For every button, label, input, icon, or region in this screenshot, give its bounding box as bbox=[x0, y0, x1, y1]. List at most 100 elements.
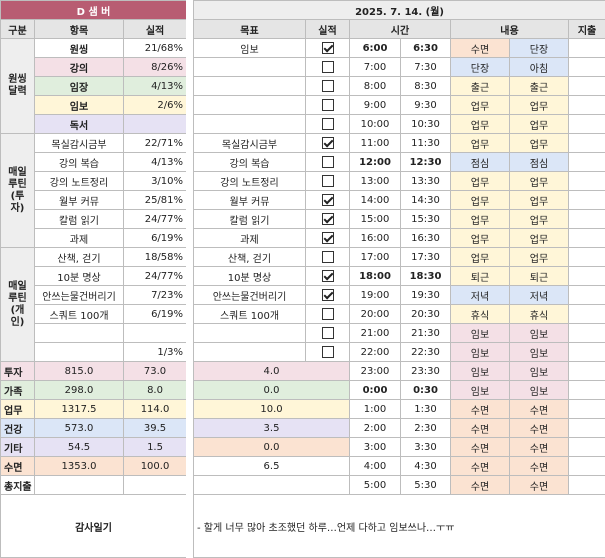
checkbox-checked[interactable] bbox=[321, 213, 334, 225]
content-cell[interactable]: 업무 bbox=[509, 95, 569, 115]
result-cell[interactable] bbox=[122, 114, 188, 134]
goal-cell[interactable]: 6.5 bbox=[193, 456, 350, 476]
time-cell[interactable]: 19:00 bbox=[349, 285, 401, 305]
checkbox-unchecked[interactable] bbox=[321, 308, 334, 320]
item-cell[interactable]: 원씽 bbox=[34, 38, 124, 58]
checkbox-unchecked[interactable] bbox=[321, 251, 334, 263]
content-cell[interactable]: 저녁 bbox=[509, 285, 569, 305]
time-cell[interactable]: 17:00 bbox=[349, 247, 401, 267]
expense-cell[interactable] bbox=[567, 380, 605, 400]
time-cell[interactable]: 2:00 bbox=[349, 418, 401, 438]
expense-cell[interactable] bbox=[567, 38, 605, 58]
content-cell[interactable]: 업무 bbox=[450, 228, 510, 248]
goal-cell[interactable]: 강의 복습 bbox=[193, 152, 306, 172]
expense-cell[interactable] bbox=[567, 304, 605, 324]
summary-total[interactable]: 815.0 bbox=[34, 361, 124, 381]
content-cell[interactable]: 업무 bbox=[450, 209, 510, 229]
expense-cell[interactable] bbox=[567, 285, 605, 305]
content-cell[interactable]: 퇴근 bbox=[509, 266, 569, 286]
content-cell[interactable]: 출근 bbox=[509, 76, 569, 96]
time-cell[interactable]: 11:00 bbox=[349, 133, 401, 153]
expense-cell[interactable] bbox=[567, 361, 605, 381]
content-cell[interactable]: 휴식 bbox=[509, 304, 569, 324]
item-cell[interactable] bbox=[34, 323, 124, 343]
time-cell[interactable]: 1:00 bbox=[349, 399, 401, 419]
time-cell[interactable]: 1:30 bbox=[400, 399, 451, 419]
time-cell[interactable]: 16:00 bbox=[349, 228, 401, 248]
time-cell[interactable]: 11:30 bbox=[400, 133, 451, 153]
item-cell[interactable] bbox=[34, 342, 124, 362]
content-cell[interactable]: 업무 bbox=[509, 228, 569, 248]
item-cell[interactable]: 임보 bbox=[34, 95, 124, 115]
expense-cell[interactable] bbox=[567, 437, 605, 457]
result-cell[interactable]: 21/68% bbox=[122, 38, 188, 58]
content-cell[interactable]: 수면 bbox=[509, 475, 569, 495]
checkbox-checked[interactable] bbox=[321, 270, 334, 282]
content-cell[interactable]: 수면 bbox=[450, 399, 510, 419]
time-cell[interactable]: 19:30 bbox=[400, 285, 451, 305]
time-cell[interactable]: 12:30 bbox=[400, 152, 451, 172]
content-cell[interactable]: 임보 bbox=[509, 342, 569, 362]
checkbox-checked[interactable] bbox=[321, 232, 334, 244]
expense-cell[interactable] bbox=[567, 475, 605, 495]
time-cell[interactable]: 5:30 bbox=[400, 475, 451, 495]
goal-cell[interactable]: 과제 bbox=[193, 228, 306, 248]
goal-cell[interactable]: 3.5 bbox=[193, 418, 350, 438]
checkbox-unchecked[interactable] bbox=[321, 327, 334, 339]
item-cell[interactable]: 월부 커뮤 bbox=[34, 190, 124, 210]
content-cell[interactable]: 수면 bbox=[450, 475, 510, 495]
expense-cell[interactable] bbox=[567, 152, 605, 172]
content-cell[interactable]: 수면 bbox=[450, 38, 510, 58]
content-cell[interactable]: 임보 bbox=[509, 380, 569, 400]
content-cell[interactable]: 수면 bbox=[450, 456, 510, 476]
item-cell[interactable]: 산책, 걷기 bbox=[34, 247, 124, 267]
goal-cell[interactable] bbox=[193, 323, 306, 343]
time-cell[interactable]: 18:00 bbox=[349, 266, 401, 286]
content-cell[interactable]: 점심 bbox=[509, 152, 569, 172]
checkbox-unchecked[interactable] bbox=[321, 80, 334, 92]
time-cell[interactable]: 6:00 bbox=[349, 38, 401, 58]
expense-cell[interactable] bbox=[567, 171, 605, 191]
checkbox-checked[interactable] bbox=[321, 42, 334, 54]
time-cell[interactable]: 21:00 bbox=[349, 323, 401, 343]
summary-total[interactable]: 54.5 bbox=[34, 437, 124, 457]
expense-cell[interactable] bbox=[567, 190, 605, 210]
summary-total[interactable] bbox=[34, 475, 124, 495]
content-cell[interactable]: 임보 bbox=[509, 323, 569, 343]
content-cell[interactable]: 업무 bbox=[509, 190, 569, 210]
summary-total[interactable]: 1353.0 bbox=[34, 456, 124, 476]
content-cell[interactable]: 단장 bbox=[509, 38, 569, 58]
checkbox-unchecked[interactable] bbox=[321, 61, 334, 73]
goal-cell[interactable]: 안쓰는물건버리기 bbox=[193, 285, 306, 305]
result-cell[interactable]: 24/77% bbox=[122, 266, 188, 286]
content-cell[interactable]: 임보 bbox=[450, 380, 510, 400]
summary-total[interactable]: 298.0 bbox=[34, 380, 124, 400]
item-cell[interactable]: 스쿼트 100개 bbox=[34, 304, 124, 324]
expense-cell[interactable] bbox=[567, 57, 605, 77]
goal-cell[interactable]: 0.0 bbox=[193, 437, 350, 457]
content-cell[interactable]: 아침 bbox=[509, 57, 569, 77]
time-cell[interactable]: 10:30 bbox=[400, 114, 451, 134]
content-cell[interactable]: 임보 bbox=[450, 342, 510, 362]
time-cell[interactable]: 0:00 bbox=[349, 380, 401, 400]
goal-cell[interactable]: 0.0 bbox=[193, 380, 350, 400]
time-cell[interactable]: 6:30 bbox=[400, 38, 451, 58]
result-cell[interactable]: 18/58% bbox=[122, 247, 188, 267]
time-cell[interactable]: 9:00 bbox=[349, 95, 401, 115]
goal-cell[interactable]: 10분 명상 bbox=[193, 266, 306, 286]
summary-total[interactable]: 1317.5 bbox=[34, 399, 124, 419]
content-cell[interactable]: 단장 bbox=[450, 57, 510, 77]
item-cell[interactable]: 과제 bbox=[34, 228, 124, 248]
goal-cell[interactable] bbox=[193, 342, 306, 362]
item-cell[interactable]: 강의 노트정리 bbox=[34, 171, 124, 191]
result-cell[interactable]: 6/19% bbox=[122, 228, 188, 248]
content-cell[interactable]: 수면 bbox=[509, 399, 569, 419]
expense-cell[interactable] bbox=[567, 95, 605, 115]
time-cell[interactable]: 10:00 bbox=[349, 114, 401, 134]
goal-cell[interactable]: 칼럼 읽기 bbox=[193, 209, 306, 229]
content-cell[interactable]: 저녁 bbox=[450, 285, 510, 305]
content-cell[interactable]: 수면 bbox=[450, 418, 510, 438]
goal-cell[interactable] bbox=[193, 475, 350, 495]
content-cell[interactable]: 업무 bbox=[450, 171, 510, 191]
content-cell[interactable]: 업무 bbox=[509, 209, 569, 229]
